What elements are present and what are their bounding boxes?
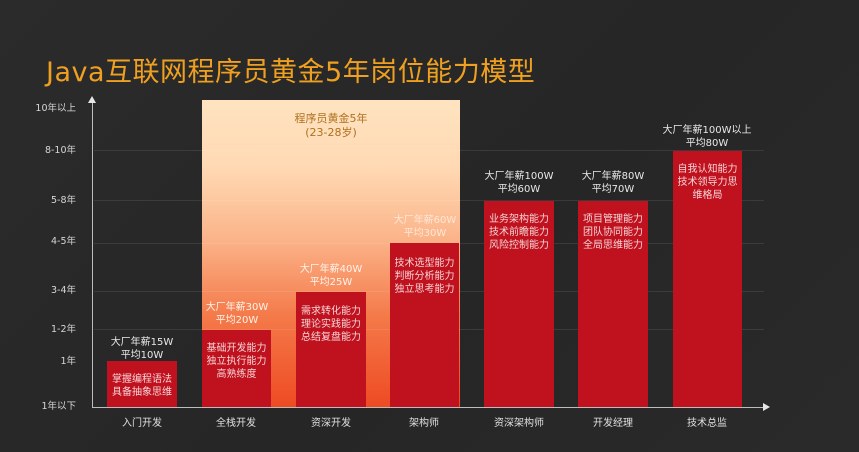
gridline	[94, 200, 764, 201]
salary-max: 大厂年薪80W	[581, 171, 645, 182]
skill-item: 具备抽象思维	[112, 387, 172, 398]
y-axis	[92, 100, 93, 408]
salary-avg: 平均10W	[120, 350, 164, 361]
skill-item: 需求转化能力	[301, 306, 361, 317]
skill-item: 技术前瞻能力	[489, 227, 549, 238]
y-tick-label: 1-2年	[50, 324, 76, 335]
skill-item: 基础开发能力	[206, 343, 267, 354]
salary-max: 大厂年薪100W以上	[662, 125, 752, 136]
golden-years-label: 程序员黄金5年 (23-28岁)	[202, 112, 460, 140]
y-tick-label: 1年	[60, 356, 76, 367]
bar-salary-label: 大厂年薪40W 平均25W	[296, 263, 366, 289]
x-tick-label: 技术总监	[687, 418, 727, 429]
salary-max: 大厂年薪100W	[484, 171, 554, 182]
salary-max: 大厂年薪60W	[393, 215, 457, 226]
golden-years-age-range: (23-28岁)	[305, 126, 357, 139]
bar-salary-label: 大厂年薪30W 平均20W	[202, 301, 272, 327]
salary-avg: 平均80W	[685, 138, 729, 149]
x-axis	[92, 407, 764, 408]
skill-item: 维格局	[692, 190, 723, 201]
x-tick-label: 资深开发	[311, 418, 351, 429]
y-tick-label: 3-4年	[50, 285, 76, 296]
x-axis-arrow-icon	[763, 403, 770, 411]
x-tick-label: 入门开发	[122, 418, 162, 429]
bar-senior-architect: 业务架构能力 技术前瞻能力 风险控制能力	[484, 201, 554, 407]
skill-item: 独立思考能力	[394, 284, 455, 295]
skill-item: 技术领导力思	[677, 177, 738, 188]
bar-architect: 技术选型能力 判断分析能力 独立思考能力	[390, 243, 459, 407]
skill-item: 业务架构能力	[489, 214, 549, 225]
bar-fullstack-developer: 基础开发能力 独立执行能力 高熟练度	[202, 330, 271, 407]
bar-salary-label: 大厂年薪80W 平均70W	[578, 170, 648, 196]
chart-title: Java互联网程序员黄金5年岗位能力模型	[46, 57, 536, 88]
bar-salary-label: 大厂年薪100W以上 平均80W	[662, 124, 752, 150]
gridline	[94, 150, 764, 151]
y-tick-label: 5-8年	[50, 195, 76, 206]
skill-item: 高熟练度	[216, 369, 257, 380]
golden-years-title: 程序员黄金5年	[294, 112, 368, 125]
skill-item: 独立执行能力	[206, 356, 267, 367]
x-tick-label: 架构师	[409, 418, 439, 429]
salary-avg: 平均30W	[403, 228, 447, 239]
x-tick-label: 开发经理	[593, 418, 633, 429]
y-axis-arrow-icon	[88, 96, 96, 103]
skill-item: 技术选型能力	[394, 258, 455, 269]
bar-development-manager: 项目管理能力 团队协同能力 全局思维能力	[578, 201, 648, 407]
skill-item: 总结复盘能力	[301, 332, 361, 343]
skill-item: 团队协同能力	[583, 227, 643, 238]
y-tick-label: 10年以上	[35, 103, 76, 114]
salary-max: 大厂年薪30W	[205, 302, 269, 313]
skill-item: 项目管理能力	[583, 214, 643, 225]
skill-item: 掌握编程语法	[112, 374, 172, 385]
bar-technical-director: 自我认知能力 技术领导力思 维格局	[673, 151, 742, 407]
bar-senior-developer: 需求转化能力 理论实践能力 总结复盘能力	[296, 292, 366, 407]
salary-max: 大厂年薪40W	[299, 264, 363, 275]
salary-avg: 平均60W	[497, 184, 541, 195]
salary-avg: 平均20W	[215, 315, 259, 326]
salary-avg: 平均70W	[591, 184, 635, 195]
bar-entry-developer: 掌握编程语法 具备抽象思维	[107, 361, 177, 407]
salary-max: 大厂年薪15W	[110, 337, 174, 348]
salary-avg: 平均25W	[309, 277, 353, 288]
y-tick-label: 4-5年	[50, 236, 76, 247]
skill-item: 判断分析能力	[394, 271, 455, 282]
skill-item: 风险控制能力	[489, 240, 549, 251]
skill-item: 全局思维能力	[583, 240, 643, 251]
y-tick-label: 8-10年	[44, 145, 76, 156]
y-tick-label: 1年以下	[41, 401, 76, 412]
skill-item: 理论实践能力	[301, 319, 361, 330]
bar-salary-label: 大厂年薪100W 平均60W	[484, 170, 554, 196]
bar-salary-label: 大厂年薪15W 平均10W	[107, 336, 177, 362]
skill-item: 自我认知能力	[677, 164, 738, 175]
x-tick-label: 资深架构师	[494, 418, 544, 429]
bar-salary-label: 大厂年薪60W 平均30W	[390, 214, 460, 240]
x-tick-label: 全栈开发	[216, 418, 256, 429]
